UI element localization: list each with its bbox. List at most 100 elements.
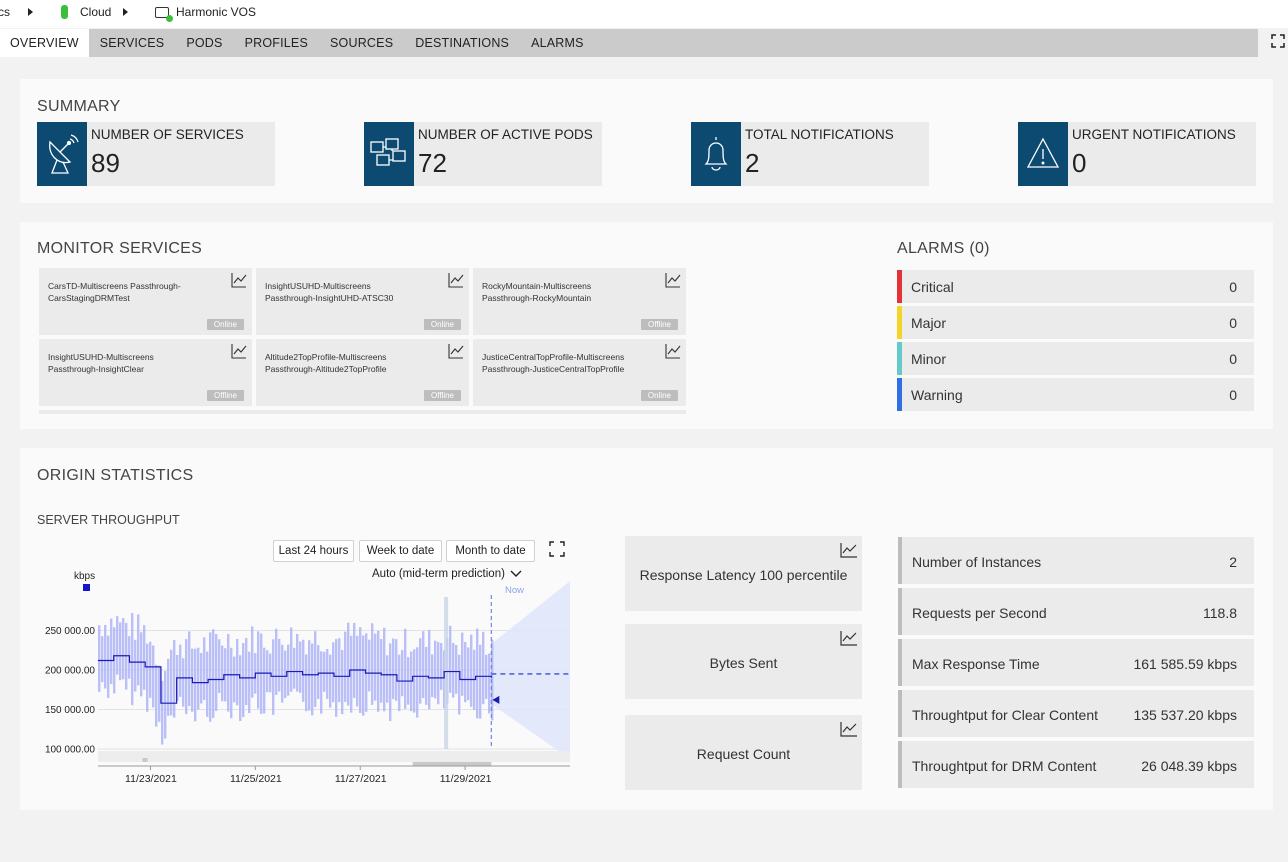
- card-value: 72: [418, 148, 447, 178]
- last-24-hours-button[interactable]: Last 24 hours: [273, 540, 354, 562]
- cloud-status-icon: [61, 5, 68, 19]
- tab-profiles[interactable]: PROFILES: [244, 36, 309, 50]
- service-tile[interactable]: JusticeCentralTopProfile-Multiscreens Pa…: [473, 339, 686, 406]
- tab-alarms[interactable]: ALARMS: [531, 36, 584, 50]
- severity-bar: [897, 378, 902, 411]
- variance-bar: [398, 654, 401, 712]
- alarm-row-minor[interactable]: Minor 0: [897, 342, 1254, 375]
- variance-bar: [440, 643, 443, 690]
- now-label: Now: [505, 585, 524, 596]
- variance-bar: [305, 654, 308, 712]
- variance-bar: [194, 648, 197, 722]
- breadcrumb-vos-label: Harmonic VOS: [176, 5, 257, 19]
- variance-bar: [197, 647, 200, 710]
- chart-fullscreen-icon[interactable]: [549, 541, 565, 557]
- variance-bar: [218, 639, 221, 693]
- active-pods-card[interactable]: NUMBER OF ACTIVE PODS 72: [364, 122, 602, 186]
- now-pointer: [492, 695, 500, 704]
- trend-chart-icon[interactable]: [231, 272, 247, 288]
- card-value: 0: [1072, 148, 1087, 178]
- x-tick-label: 11/27/2021: [335, 773, 387, 785]
- variance-bar: [431, 654, 434, 698]
- throughput-title: SERVER THROUGHPUT: [37, 513, 180, 527]
- chart-plot-area: [98, 581, 570, 766]
- variance-bar: [206, 651, 209, 717]
- vos-cluster-icon: [155, 6, 173, 22]
- throughput-chart[interactable]: kbps Now 100 000.00 150 000.00 200 000.00 2…: [37, 565, 572, 790]
- month-to-date-button[interactable]: Month to date: [446, 540, 535, 562]
- variance-bar: [368, 639, 371, 692]
- metric-row: Throughtput for Clear Content 135 537.20…: [898, 690, 1254, 737]
- bell-icon: [691, 122, 741, 186]
- alarms-title: ALARMS (0): [897, 240, 990, 257]
- tab-services[interactable]: SERVICES: [99, 36, 165, 50]
- breadcrumb-item-1[interactable]: cs: [0, 5, 10, 19]
- trend-chart-icon[interactable]: [448, 343, 464, 359]
- chevron-down-icon: [510, 570, 522, 577]
- alarm-row-warning[interactable]: Warning 0: [897, 378, 1254, 411]
- service-tile[interactable]: InsightUSUHD-Multiscreens Passthrough-In…: [256, 268, 469, 335]
- variance-bar: [335, 639, 338, 717]
- tab-overview[interactable]: OVERVIEW: [0, 29, 89, 57]
- variance-bar: [278, 638, 281, 692]
- series-legend-marker[interactable]: [83, 584, 90, 591]
- week-to-date-button[interactable]: Week to date: [359, 540, 442, 562]
- variance-bar: [134, 639, 137, 692]
- trend-chart-icon[interactable]: [665, 272, 681, 288]
- trend-chart-icon[interactable]: [231, 343, 247, 359]
- trend-chart-icon[interactable]: [840, 542, 858, 558]
- x-axis: 11/23/2021 11/25/2021 11/27/2021 11/29/2021: [98, 765, 570, 785]
- variance-bar: [437, 641, 440, 705]
- variance-bar: [464, 641, 467, 703]
- service-tile[interactable]: RockyMountain-Multiscreens Passthrough-R…: [473, 268, 686, 335]
- monitor-title: MONITOR SERVICES: [37, 240, 203, 257]
- alarm-count: 0: [1229, 351, 1237, 367]
- tab-destinations[interactable]: DESTINATIONS: [415, 36, 510, 50]
- variance-bar: [233, 656, 236, 703]
- variance-bar: [284, 650, 287, 699]
- trend-chart-icon[interactable]: [665, 343, 681, 359]
- trend-chart-icon[interactable]: [840, 630, 858, 646]
- variance-bar: [395, 639, 398, 701]
- fullscreen-icon[interactable]: [1271, 34, 1285, 48]
- service-tile[interactable]: Altitude2TopProfile-Multiscreens Passthr…: [256, 339, 469, 406]
- response-latency-tile[interactable]: Response Latency 100 percentile: [625, 536, 862, 611]
- services-count-card[interactable]: NUMBER OF SERVICES 89: [37, 122, 275, 186]
- variance-bar: [491, 639, 494, 721]
- breadcrumb-item-vos[interactable]: Harmonic VOS: [155, 5, 257, 22]
- variance-bar: [461, 632, 464, 696]
- metric-value: 161 585.59 kbps: [1133, 656, 1237, 672]
- variance-bar: [401, 650, 404, 697]
- variance-bar: [248, 651, 251, 714]
- tab-sources[interactable]: SOURCES: [330, 36, 394, 50]
- variance-bar: [422, 631, 425, 698]
- service-tile[interactable]: CarsTD-Multiscreens Passthrough-CarsStag…: [39, 268, 252, 335]
- service-name: Altitude2TopProfile-Multiscreens Passthr…: [265, 352, 387, 374]
- prediction-select[interactable]: Auto (mid-term prediction): [372, 568, 523, 580]
- variance-bar: [266, 650, 269, 693]
- breadcrumb-item-cloud[interactable]: Cloud: [61, 5, 111, 19]
- variance-bar: [146, 643, 149, 712]
- alarm-row-critical[interactable]: Critical 0: [897, 270, 1254, 303]
- range-scrollbar: [98, 751, 570, 762]
- variance-bar: [356, 635, 359, 707]
- variance-bar: [257, 631, 260, 709]
- x-tick-label: 11/25/2021: [230, 773, 282, 785]
- variance-bar: [212, 629, 215, 718]
- service-tile[interactable]: InsightUSUHD-Multiscreens Passthrough-In…: [39, 339, 252, 406]
- urgent-notifications-card[interactable]: URGENT NOTIFICATIONS 0: [1018, 122, 1256, 186]
- trend-chart-icon[interactable]: [448, 272, 464, 288]
- total-notifications-card[interactable]: TOTAL NOTIFICATIONS 2: [691, 122, 929, 186]
- y-tick-label: 100 000.00: [45, 745, 95, 756]
- variance-bar: [455, 644, 458, 694]
- variance-bar: [371, 623, 374, 705]
- request-count-tile[interactable]: Request Count: [625, 715, 862, 790]
- breadcrumb-cloud-label: Cloud: [80, 5, 112, 19]
- variance-bar: [311, 643, 314, 716]
- tab-pods[interactable]: PODS: [186, 36, 223, 50]
- metric-label: Requests per Second: [912, 605, 1047, 621]
- alarm-row-major[interactable]: Major 0: [897, 306, 1254, 339]
- bytes-sent-tile[interactable]: Bytes Sent: [625, 624, 862, 699]
- variance-bar: [230, 647, 233, 719]
- trend-chart-icon[interactable]: [840, 721, 858, 737]
